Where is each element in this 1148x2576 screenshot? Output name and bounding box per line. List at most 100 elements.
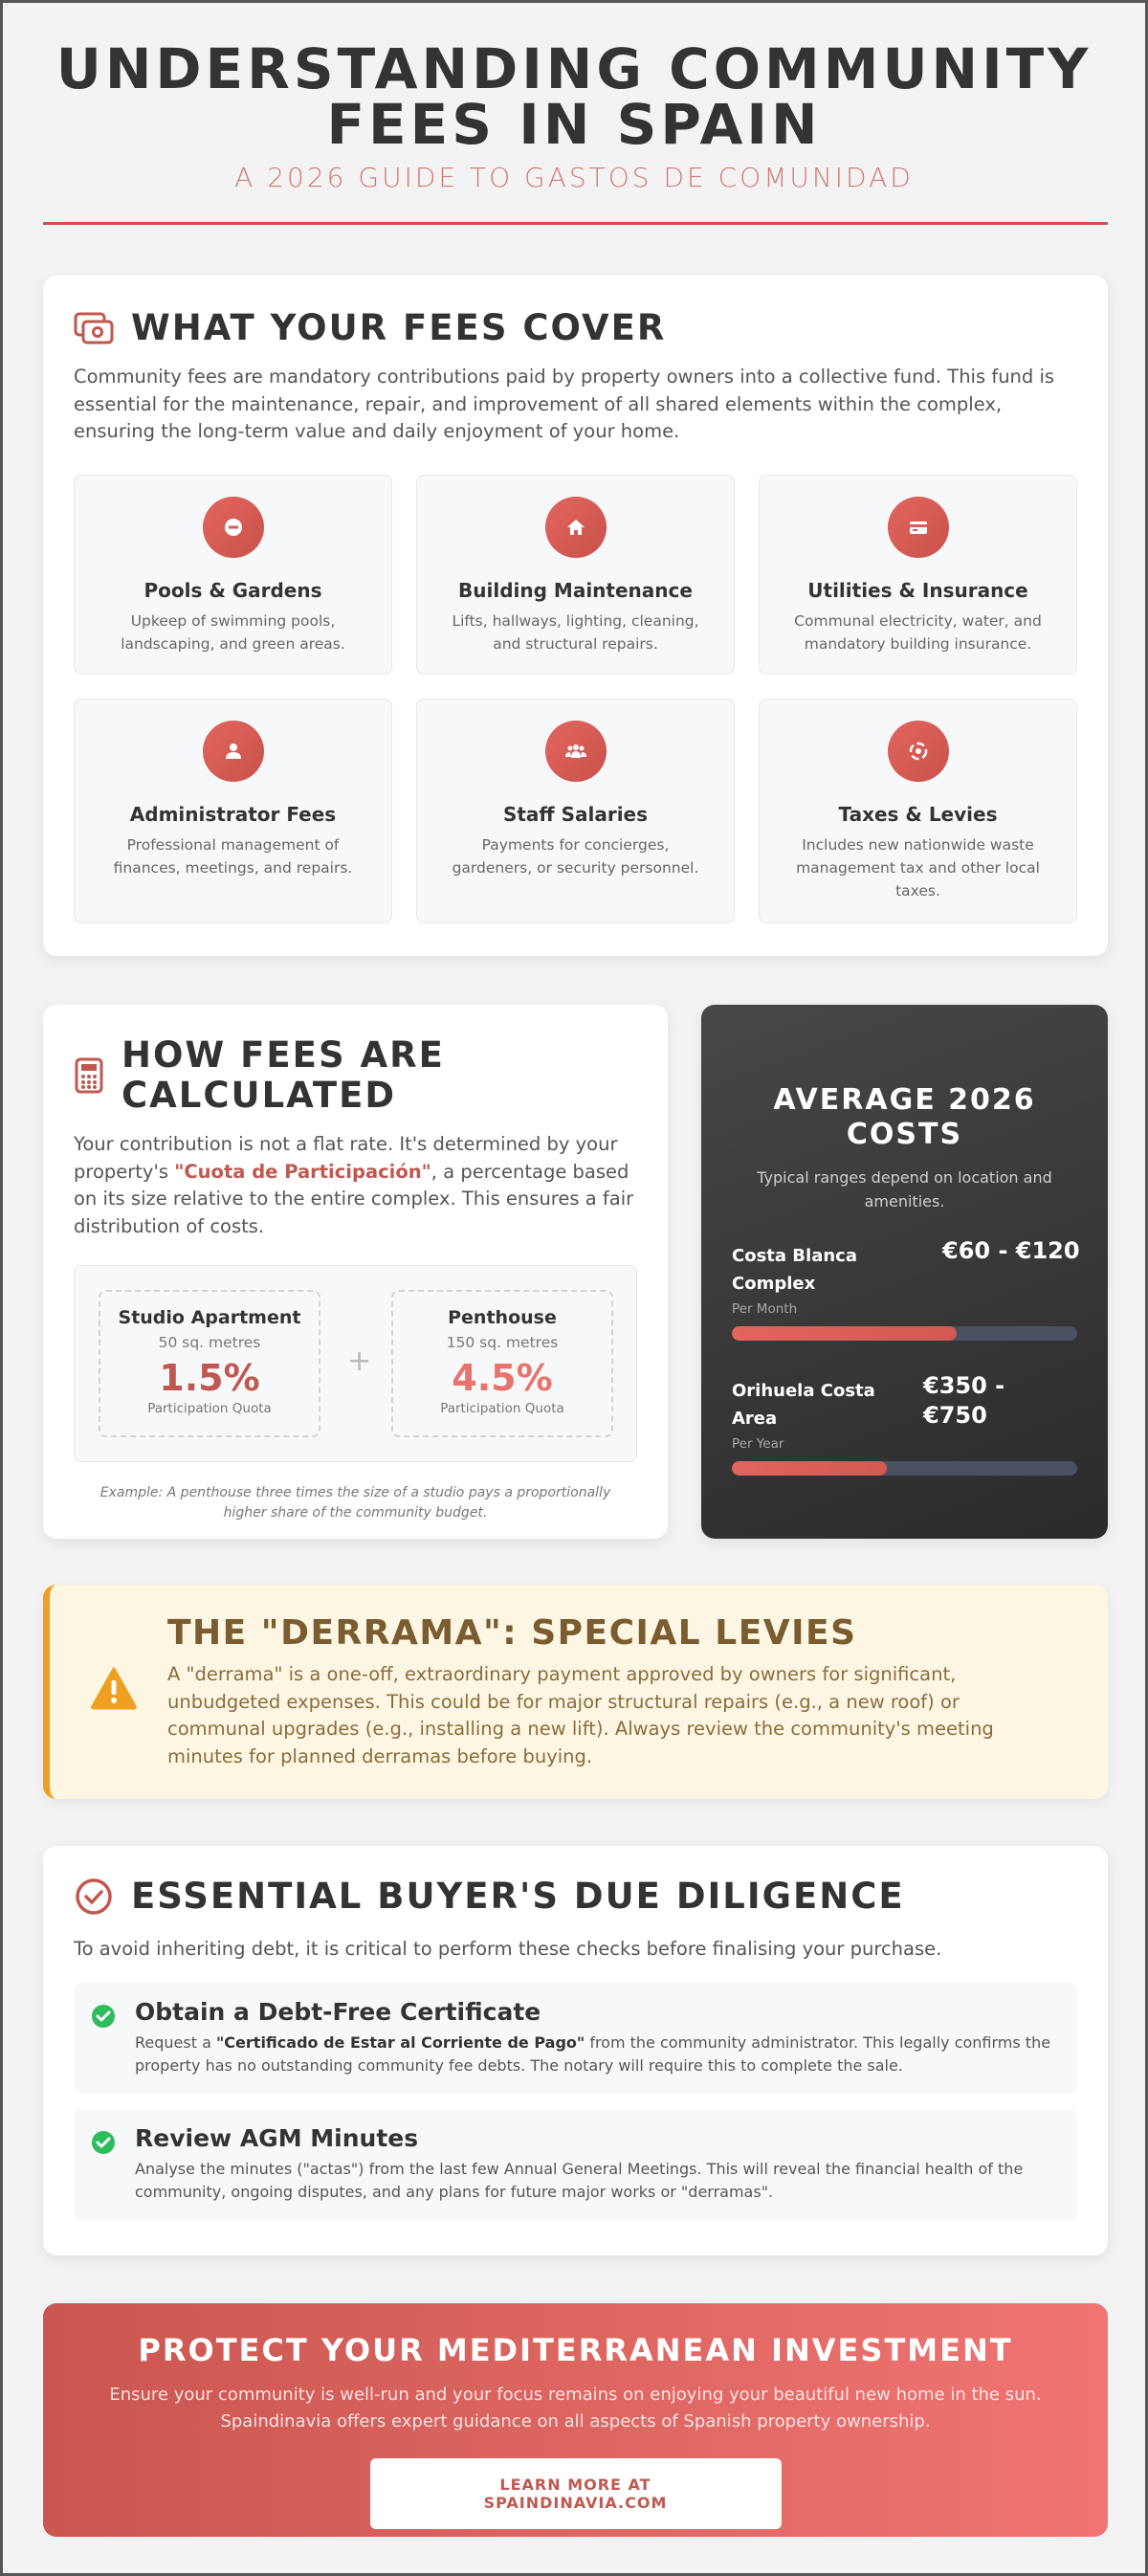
example-size: 50 sq. metres bbox=[158, 1334, 261, 1351]
cost-amount: €60 - €120 bbox=[942, 1237, 1080, 1264]
icon bbox=[564, 744, 586, 758]
cover-item: Administrator Fees Professional managemen… bbox=[74, 698, 392, 923]
example-box: Studio Apartment 50 sq. metres 1.5% Part… bbox=[74, 1265, 637, 1462]
desc-text: Request a bbox=[135, 2032, 216, 2052]
costs-title: AVERAGE 2026 COSTS bbox=[773, 1083, 1036, 1151]
plus: + bbox=[347, 1344, 372, 1378]
cost-item: Costa Blanca Complex €60 - €120 Per Mont… bbox=[732, 1237, 1080, 1341]
note: Example: A penthouse three times the siz… bbox=[99, 1485, 611, 1521]
item-desc: Includes new nationwide waste management… bbox=[796, 835, 1040, 899]
check-badge bbox=[92, 2130, 115, 2154]
shape bbox=[111, 1680, 117, 1695]
shape bbox=[92, 326, 103, 338]
shape bbox=[93, 1075, 97, 1078]
cta-title: PROTECT YOUR MEDITERRANEAN INVESTMENT bbox=[138, 2332, 1013, 2368]
cover-item: Pools & Gardens Upkeep of swimming pools,… bbox=[74, 474, 392, 675]
derrama-box: THE "DERRAMA": SPECIAL LEVIES A "derrama… bbox=[43, 1585, 1108, 1799]
cover-grid: Pools & Gardens Upkeep of swimming pools,… bbox=[74, 474, 1077, 923]
item-title: Building Maintenance bbox=[458, 578, 693, 602]
shape bbox=[81, 1085, 85, 1089]
diligence-item: Obtain a Debt-Free Certificate Request a… bbox=[74, 1982, 1077, 2094]
shape bbox=[915, 747, 921, 754]
shape bbox=[87, 1085, 91, 1089]
shape bbox=[912, 528, 917, 531]
diligence-item: Review AGM Minutes Analyse the minutes (… bbox=[74, 2108, 1077, 2220]
item-desc: Request a "Certificado de Estar al Corri… bbox=[135, 2032, 1056, 2077]
item-icon bbox=[202, 720, 264, 782]
item-title: Review AGM Minutes bbox=[135, 2123, 419, 2152]
cost-period: Per Month bbox=[732, 1301, 798, 1317]
range-fill bbox=[732, 1461, 888, 1476]
shape bbox=[572, 744, 579, 750]
example-name: Penthouse bbox=[448, 1307, 557, 1328]
main-title: UNDERSTANDING COMMUNITY FEES IN SPAIN bbox=[55, 36, 1093, 157]
shape bbox=[87, 1080, 91, 1084]
intro-text: Your contribution is not a flat rate. It… bbox=[74, 1133, 618, 1183]
cta-button[interactable]: LEARN MORE AT SPAINDINAVIA.COM bbox=[369, 2458, 782, 2529]
shape bbox=[96, 2010, 111, 2021]
divider bbox=[43, 222, 1108, 225]
shape bbox=[81, 1075, 97, 1089]
intro-text: , a percentage based on its size relativ… bbox=[74, 1160, 634, 1237]
item-desc: Communal electricity, water, and mandato… bbox=[794, 611, 1042, 653]
item-icon bbox=[544, 720, 607, 782]
icon bbox=[224, 518, 242, 536]
shape bbox=[75, 1057, 103, 1094]
intro: Community fees are mandatory contributio… bbox=[74, 366, 1055, 442]
shape bbox=[111, 1698, 117, 1703]
diligence-card: ESSENTIAL BUYER'S DUE DILIGENCE To avoid… bbox=[43, 1846, 1108, 2255]
intro: To avoid inheriting debt, it is critical… bbox=[74, 1938, 942, 1960]
calculator-icon bbox=[75, 1057, 103, 1094]
icon bbox=[566, 519, 585, 535]
cover-card: WHAT YOUR FEES COVER Community fees are … bbox=[43, 276, 1108, 956]
desc-text: from the community administrator. This l… bbox=[135, 2032, 1051, 2075]
diligence-heading: ESSENTIAL BUYER'S DUE DILIGENCE bbox=[74, 1876, 1077, 1917]
header: UNDERSTANDING COMMUNITY FEES IN SPAIN A … bbox=[3, 3, 1145, 193]
item-desc: Upkeep of swimming pools, landscaping, a… bbox=[121, 611, 345, 653]
example-size: 150 sq. metres bbox=[446, 1334, 559, 1351]
check-badge bbox=[92, 2004, 115, 2028]
shape bbox=[96, 2137, 111, 2147]
example-quota: 4.5% bbox=[452, 1357, 553, 1399]
highlight: "Cuota de Participación" bbox=[174, 1160, 431, 1183]
costs-subtitle: Typical ranges depend on location and am… bbox=[757, 1168, 1052, 1210]
shape bbox=[566, 519, 585, 535]
cost-name: Costa Blanca Complex bbox=[732, 1246, 857, 1294]
warning-icon bbox=[91, 1667, 137, 1710]
costs-card: AVERAGE 2026 COSTS Typical ranges depend… bbox=[701, 1005, 1108, 1539]
calc-heading: HOW FEES ARE CALCULATED bbox=[74, 1035, 637, 1116]
item-title: Administrator Fees bbox=[129, 802, 337, 826]
cover-item: Taxes & Levies Includes new nationwide wa… bbox=[759, 698, 1077, 923]
shape bbox=[909, 523, 927, 527]
shape bbox=[81, 1080, 85, 1084]
shape bbox=[84, 1890, 103, 1904]
shape bbox=[228, 525, 238, 528]
icon bbox=[909, 742, 927, 760]
money-icon bbox=[74, 312, 114, 344]
item-icon bbox=[544, 496, 607, 558]
shape bbox=[93, 1085, 97, 1089]
example: Penthouse 150 sq. metres 4.5% Participat… bbox=[391, 1290, 613, 1437]
shape bbox=[579, 745, 584, 750]
item-title: Staff Salaries bbox=[502, 802, 649, 826]
shape bbox=[81, 320, 114, 344]
derrama-text: A "derrama" is a one-off, extraordinary … bbox=[167, 1663, 994, 1767]
subtitle: A 2026 GUIDE TO GASTOS DE COMUNIDAD bbox=[234, 162, 914, 193]
item-icon bbox=[887, 496, 949, 558]
cta-text: Ensure your community is well-run and yo… bbox=[109, 2385, 1042, 2432]
item-icon bbox=[887, 720, 949, 782]
example-name: Studio Apartment bbox=[118, 1307, 301, 1328]
shape bbox=[76, 1878, 112, 1915]
shape bbox=[229, 743, 237, 751]
section-title: WHAT YOUR FEES COVER bbox=[131, 307, 667, 348]
item-desc: Professional management of finances, mee… bbox=[113, 835, 353, 877]
item-desc: Analyse the minutes ("actas") from the l… bbox=[135, 2159, 1024, 2201]
range-bar bbox=[732, 1326, 1077, 1341]
icon bbox=[909, 521, 927, 534]
shape bbox=[225, 751, 241, 759]
example: Studio Apartment 50 sq. metres 1.5% Part… bbox=[99, 1290, 320, 1437]
shape bbox=[564, 750, 586, 758]
shape bbox=[567, 745, 572, 750]
